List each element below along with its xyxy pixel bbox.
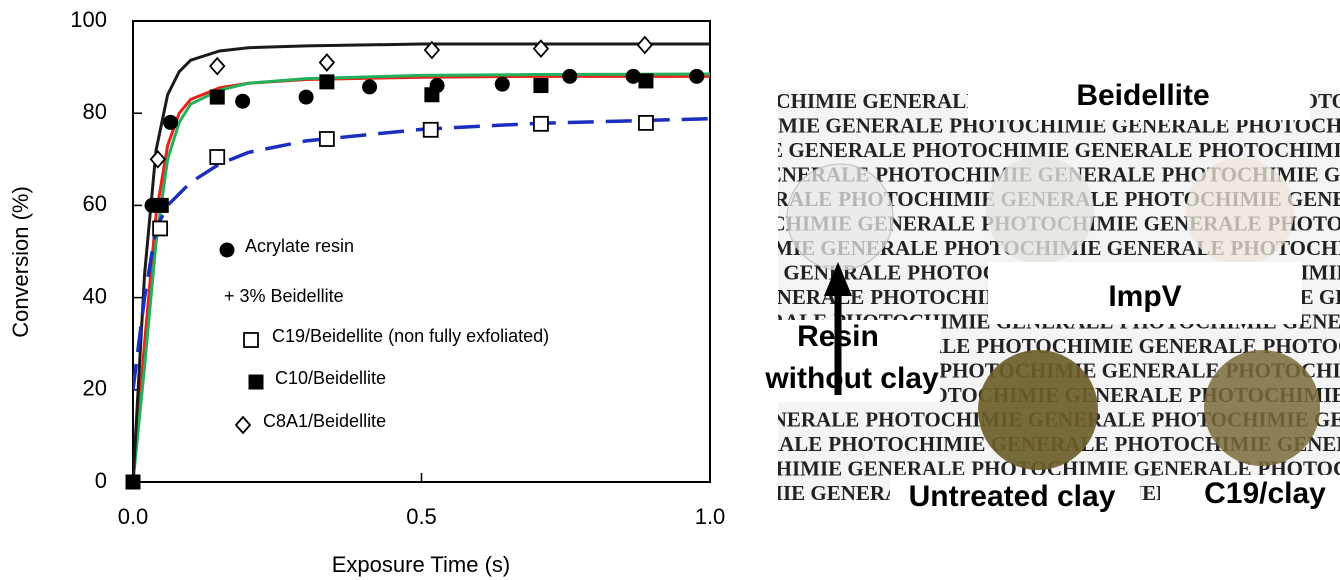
point [562,68,578,84]
point [209,56,226,76]
disc [1204,350,1320,466]
point [153,197,169,213]
fit-line [133,72,710,482]
point [318,131,335,147]
background-text: PHOTOCHIMIE GENERALE [584,285,864,309]
point [209,149,226,165]
point [149,149,167,169]
point [235,93,251,109]
fit-line [133,74,710,482]
x-tick-label: 0.5 [406,504,437,529]
photo-label: without clay [764,362,939,395]
point [298,89,314,105]
y-tick-label: 40 [83,283,107,308]
point [318,53,336,72]
point [533,115,549,132]
label-bg [1160,475,1340,525]
legend-marker [234,415,252,435]
legend-marker [219,242,235,258]
background-text: PHOTOCHIMIE GENERALE [1199,138,1340,162]
background-text: PHOTOCHIMIE GENERALE [579,407,859,431]
x-tick-label: 1.0 [695,504,726,529]
arrow-head [824,262,852,296]
label-bg [760,320,940,402]
fit-line [133,42,710,482]
point [422,121,439,138]
photo-label: Untreated clay [909,480,1116,513]
background-text: PHOTOCHIMIE GENERALE [542,432,822,456]
point [533,78,549,94]
legend-label: C8A1/Beidellite [263,411,386,431]
legend-marker [243,332,259,348]
background-text: PHOTOCHIMIE GENERALE [626,138,906,162]
disc [986,156,1094,264]
y-tick-label: 60 [83,191,107,216]
point [638,114,654,131]
x-tick-label: 0.0 [118,504,149,529]
legend-note: + 3% Beidellite [224,286,344,306]
photo-label: ImpV [1108,280,1181,313]
y-tick-label: 20 [83,376,107,401]
disc [1186,158,1294,266]
photo-label: Beidellite [1076,79,1209,112]
legend-label: C10/Beidellite [275,368,386,388]
label-bg [968,72,1310,120]
point [494,76,510,92]
point [163,114,179,130]
chart: 0 20 40 60 80 100 0.0 0.5 1.0 Acrylate resin C19/B… [70,7,725,529]
point [636,35,653,55]
point [423,40,441,60]
label-bg [890,475,1140,525]
point [625,68,641,84]
x-axis-label: Exposure Time (s) [332,552,511,577]
y-tick-label: 100 [70,7,107,32]
legend-marker [248,374,264,390]
point [125,474,141,490]
point [152,220,169,237]
label-bg [988,262,1302,324]
y-axis-label: Conversion (%) [8,186,33,338]
fit-line [133,116,710,391]
y-tick-label: 0 [95,468,107,493]
disc [786,163,894,271]
point [319,74,335,90]
point [532,39,550,59]
background-text: PHOTOCHIMIE GENERALE [700,89,980,113]
photo-label: C19/clay [1204,477,1326,510]
legend-label: Acrylate resin [245,236,354,256]
legend-label: C19/Beidellite (non fully exfoliated) [272,326,549,346]
background-text: PHOTOCHIMIE GENERALE [663,113,943,137]
point [424,87,440,103]
point [362,79,378,95]
point [689,68,705,84]
background-text: PHOTOCHIMIE GENERALE [648,481,928,505]
point [209,89,225,105]
y-tick-label: 80 [83,99,107,124]
background-text: PHOTOCHIMIE GENERALE PHOTOCHIMIE GENERALE… [626,138,1340,162]
photo-label: Resin [797,320,879,353]
disc [978,350,1098,470]
point [638,73,654,89]
